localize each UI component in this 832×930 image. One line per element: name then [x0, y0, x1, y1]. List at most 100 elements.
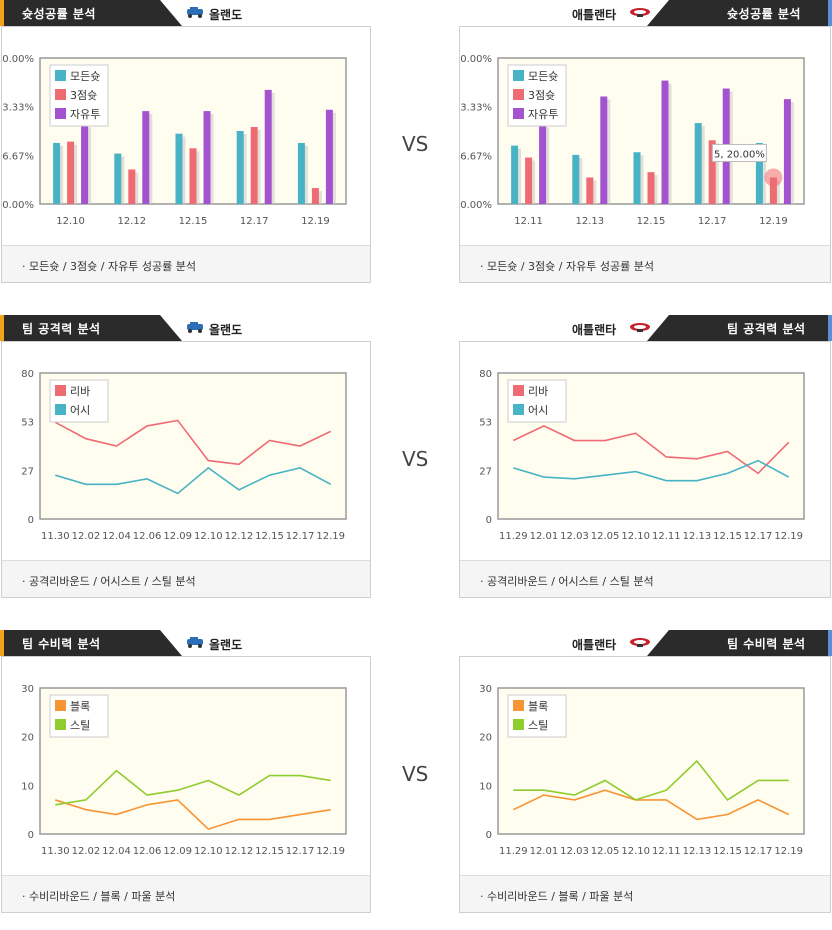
- section-title: 팀 수비력 분석: [727, 637, 806, 651]
- left-team-name: 올랜도: [209, 8, 243, 22]
- x-tick-label: 12.05: [591, 531, 620, 542]
- legend-label: 어시: [528, 404, 548, 417]
- legend-swatch: [513, 89, 524, 100]
- legend-swatch: [55, 70, 66, 81]
- legend-swatch: [55, 404, 66, 415]
- bar: [142, 111, 150, 204]
- right-header: 애틀랜타 슛성공률 분석: [459, 0, 832, 26]
- section-offense: 팀 공격력 분석 올랜도 애틀랜타 팀 공격력 분석 0 27 53 80 11.30 1…: [0, 315, 832, 615]
- x-tick-label: 11.29: [499, 531, 528, 542]
- tooltip-box: [711, 143, 767, 162]
- x-tick-label: 12.02: [72, 531, 101, 542]
- x-tick-label: 12.15: [255, 531, 284, 542]
- panel-footer: · 공격리바운드 / 어시스트 / 스틸 분석: [460, 560, 830, 597]
- bar: [236, 131, 244, 204]
- chart-fg-right: 0.00% 36.67% 73.33% 110.00% 12.11 12.13 12.15 1…: [460, 54, 805, 227]
- x-tick-label: 12.17: [286, 531, 315, 542]
- legend-label: 스틸: [528, 719, 548, 732]
- section-title: 팀 공격력 분석: [22, 322, 101, 336]
- legend-label: 블록: [70, 700, 90, 713]
- chart-panel-fg-right: 0.00% 36.67% 73.33% 110.00% 12.11 12.13 12.15 1…: [459, 26, 831, 283]
- bar: [600, 96, 608, 204]
- legend-label: 3점슛: [528, 89, 555, 102]
- y-tick-label: 80: [21, 369, 34, 380]
- panel-footer: · 모든슛 / 3점슛 / 자유투 성공률 분석: [2, 245, 370, 282]
- y-tick-label: 10: [21, 781, 34, 792]
- highlight-marker: [764, 168, 783, 187]
- bar: [539, 124, 547, 204]
- x-tick-label: 12.01: [530, 846, 559, 857]
- x-tick-label: 12.13: [575, 216, 604, 227]
- x-tick-label: 12.15: [713, 531, 742, 542]
- bar: [81, 124, 89, 204]
- bar: [525, 157, 533, 204]
- y-tick-label: 36.67%: [460, 151, 492, 162]
- y-tick-label: 10: [479, 781, 492, 792]
- x-tick-label: 12.15: [179, 216, 208, 227]
- bar: [311, 188, 319, 204]
- legend-swatch: [513, 108, 524, 119]
- x-tick-label: 12.06: [133, 531, 162, 542]
- legend-label: 리바: [528, 385, 548, 398]
- x-tick-label: 12.19: [774, 531, 803, 542]
- panel-footer: · 공격리바운드 / 어시스트 / 스틸 분석: [2, 560, 370, 597]
- legend-label: 자유투: [528, 108, 558, 121]
- y-tick-label: 30: [479, 684, 492, 695]
- bar: [128, 169, 136, 204]
- footer-text: · 수비리바운드 / 블록 / 파울 분석: [22, 890, 176, 903]
- series-line: [512, 425, 790, 475]
- bar: [175, 133, 183, 204]
- y-tick-label: 73.33%: [460, 103, 492, 114]
- y-tick-label: 0.00%: [460, 200, 492, 211]
- series-line: [54, 419, 332, 466]
- bar: [586, 177, 594, 204]
- legend-label: 3점슛: [70, 89, 97, 102]
- x-tick-label: 12.19: [774, 846, 803, 857]
- series-line: [513, 759, 789, 801]
- panel-footer: · 수비리바운드 / 블록 / 파울 분석: [460, 875, 830, 912]
- chart-panel-fg-left: 0.00% 36.67% 73.33% 110.00% 12.10 12.12 12.15 1…: [1, 26, 371, 283]
- bar: [114, 153, 122, 204]
- x-tick-label: 12.05: [591, 846, 620, 857]
- left-header: 팀 공격력 분석 올랜도: [0, 315, 372, 341]
- bar: [661, 80, 669, 204]
- bar: [250, 127, 258, 204]
- tooltip-text: 5, 20.00%: [714, 149, 765, 160]
- left-team-name: 올랜도: [209, 638, 243, 652]
- bar: [53, 142, 61, 204]
- legend-swatch: [55, 89, 66, 100]
- section-title: 팀 수비력 분석: [22, 637, 101, 651]
- x-tick-label: 12.10: [194, 846, 223, 857]
- vs-label: VS: [402, 447, 429, 471]
- section-defense: 팀 수비력 분석 올랜도 애틀랜타 팀 수비력 분석 0 10 20 30 11.30 1…: [0, 630, 832, 930]
- x-tick-label: 12.04: [102, 846, 131, 857]
- x-tick-label: 12.19: [301, 216, 330, 227]
- x-tick-label: 12.13: [683, 846, 712, 857]
- atlanta-logo-icon: [630, 8, 650, 17]
- x-tick-label: 11.30: [41, 846, 70, 857]
- footer-text: · 공격리바운드 / 어시스트 / 스틸 분석: [480, 575, 654, 588]
- panel-footer: · 수비리바운드 / 블록 / 파울 분석: [2, 875, 370, 912]
- y-tick-label: 0: [486, 515, 492, 526]
- x-tick-label: 12.03: [560, 846, 589, 857]
- legend-label: 리바: [70, 385, 90, 398]
- x-tick-label: 12.09: [163, 531, 192, 542]
- orlando-logo-icon: [187, 7, 203, 18]
- chart-panel-def-right: 0 10 20 30 11.29 12.01 12.03 12.05 12.10 12.11 12.…: [459, 656, 831, 913]
- bar: [694, 123, 702, 204]
- y-tick-label: 110.00%: [460, 54, 492, 65]
- y-tick-label: 53: [21, 418, 34, 429]
- x-tick-label: 12.03: [560, 531, 589, 542]
- section-field-goal: 슛성공률 분석 올랜도 애틀랜타 슛성공률 분석 0.00% 36.67% 73.3…: [0, 0, 832, 300]
- bar: [203, 111, 211, 204]
- section-title: 슛성공률 분석: [727, 7, 801, 21]
- legend-label: 어시: [70, 404, 90, 417]
- x-tick-label: 12.10: [621, 531, 650, 542]
- x-tick-label: 12.17: [698, 216, 727, 227]
- chart-panel-def-left: 0 10 20 30 11.30 12.02 12.04 12.06 12.09 12.10 12.…: [1, 656, 371, 913]
- bar: [647, 172, 655, 204]
- section-tab: 슛성공률 분석: [0, 0, 185, 26]
- x-tick-label: 12.11: [652, 846, 681, 857]
- section-title: 팀 공격력 분석: [727, 322, 806, 336]
